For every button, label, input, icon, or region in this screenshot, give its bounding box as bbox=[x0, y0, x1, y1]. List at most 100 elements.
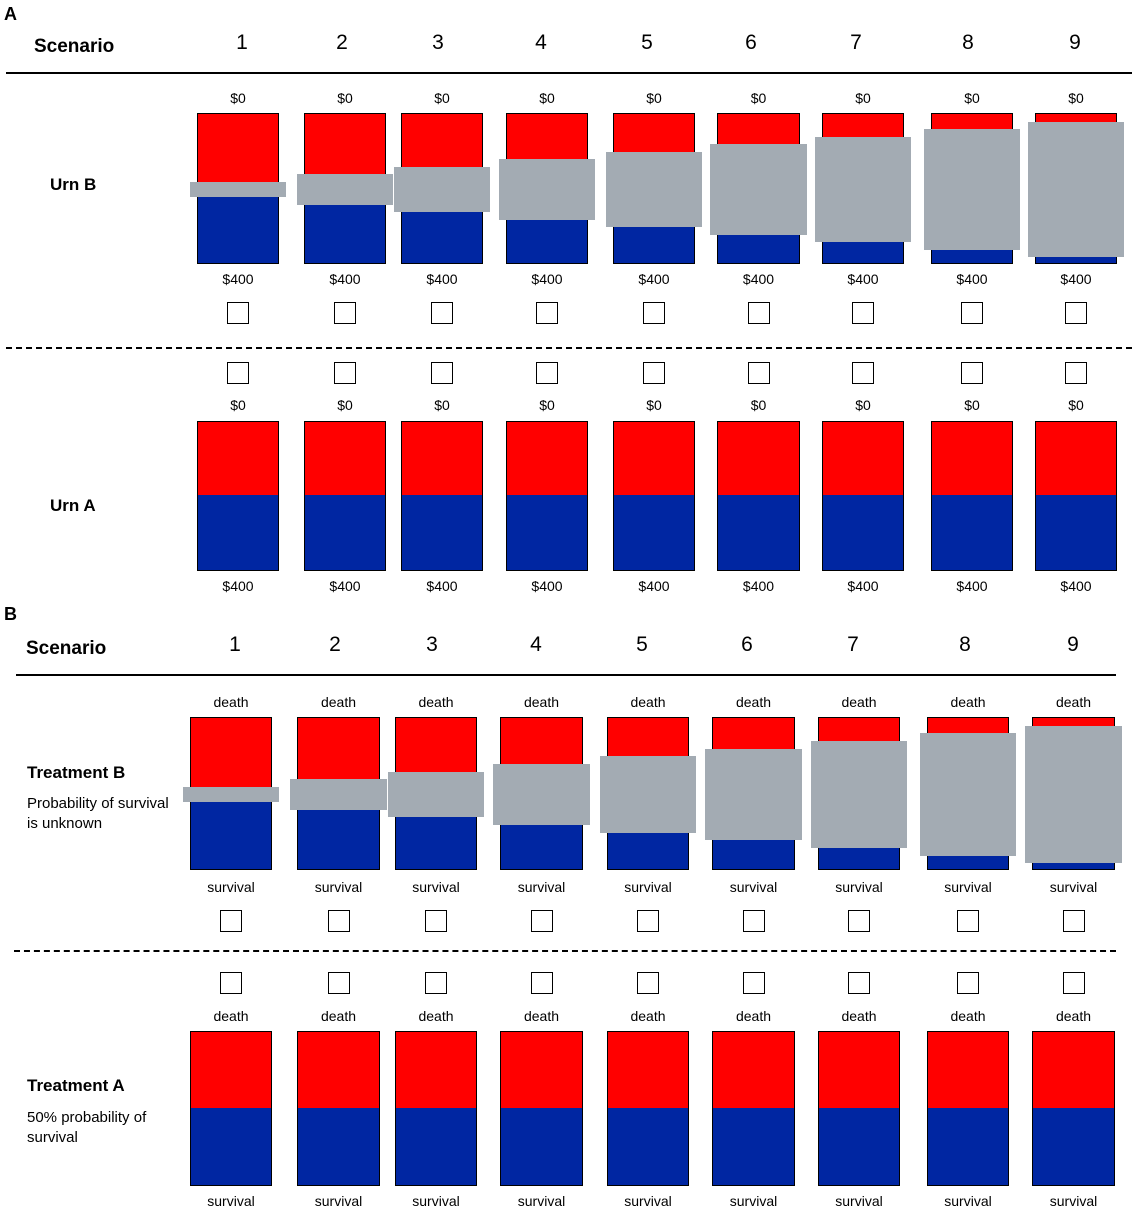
treatment-b-checkbox[interactable] bbox=[530, 910, 553, 932]
treatment-b-red-segment bbox=[928, 718, 1008, 734]
treatment-a-checkbox[interactable] bbox=[327, 972, 350, 994]
scenario-number: 9 bbox=[1069, 31, 1081, 54]
urn-b-top-label: $0 bbox=[855, 90, 871, 106]
urn-a-checkbox[interactable] bbox=[747, 362, 770, 384]
treatment-b-top-label: death bbox=[213, 694, 249, 710]
urn-a-top-label: $0 bbox=[855, 397, 871, 413]
treatment-a-urn bbox=[712, 1031, 795, 1186]
urn-a-red-segment bbox=[198, 422, 278, 497]
treatment-b-unknown-segment bbox=[388, 771, 484, 818]
urn-b-blue-segment bbox=[402, 210, 482, 263]
treatment-b-top-label: death bbox=[418, 694, 454, 710]
urn-b-checkbox[interactable] bbox=[643, 302, 665, 324]
urn-b-blue-segment bbox=[1036, 255, 1116, 263]
urn-b-unknown-segment bbox=[710, 144, 807, 235]
treatment-b-urn bbox=[183, 717, 279, 870]
treatment-a-top-label: death bbox=[841, 1008, 877, 1024]
treatment-b-blue-segment bbox=[928, 853, 1008, 869]
treatment-b-bottom-label: survival bbox=[412, 879, 460, 895]
urn-a-blue-segment bbox=[305, 495, 385, 570]
treatment-a-top-label: death bbox=[418, 1008, 454, 1024]
urn-a-bottom-label: $400 bbox=[742, 578, 775, 594]
treatment-a-urn bbox=[395, 1031, 477, 1186]
scenario-number: 8 bbox=[959, 633, 971, 656]
treatment-b-top-label: death bbox=[1055, 694, 1092, 710]
urn-b-checkbox[interactable] bbox=[536, 302, 558, 324]
scenario-number: 9 bbox=[1067, 633, 1079, 656]
urn-b-top-label: $0 bbox=[750, 90, 767, 106]
urn-b-checkbox[interactable] bbox=[1065, 302, 1087, 324]
urn-a-top-label: $0 bbox=[1068, 397, 1084, 413]
treatment-a-red-segment bbox=[501, 1032, 582, 1110]
urn-a-checkbox[interactable] bbox=[961, 362, 983, 384]
urn-b-urn bbox=[1028, 113, 1124, 264]
urn-b-checkbox[interactable] bbox=[852, 302, 874, 324]
urn-b-bottom-label: $400 bbox=[1060, 271, 1092, 287]
treatment-a-urn bbox=[190, 1031, 272, 1186]
treatment-a-red-segment bbox=[928, 1032, 1008, 1110]
urn-b-blue-segment bbox=[305, 202, 385, 263]
treatment-a-top-label: death bbox=[630, 1008, 666, 1024]
treatment-b-urn bbox=[705, 717, 802, 870]
urn-b-urn bbox=[924, 113, 1020, 264]
treatment-a-checkbox[interactable] bbox=[220, 972, 242, 994]
treatment-a-checkbox[interactable] bbox=[1062, 972, 1085, 994]
urn-b-top-label: $0 bbox=[337, 90, 353, 106]
treatment-b-urn bbox=[388, 717, 484, 870]
urn-a-checkbox[interactable] bbox=[334, 362, 356, 384]
urn-a-checkbox[interactable] bbox=[1065, 362, 1087, 384]
treatment-a-top-label: death bbox=[320, 1008, 357, 1024]
treatment-b-checkbox[interactable] bbox=[220, 910, 242, 932]
scenario-number: 6 bbox=[745, 31, 757, 54]
urn-b-checkbox[interactable] bbox=[747, 302, 770, 324]
treatment-a-checkbox[interactable] bbox=[637, 972, 659, 994]
treatment-a-checkbox[interactable] bbox=[848, 972, 870, 994]
treatment-b-checkbox[interactable] bbox=[327, 910, 350, 932]
urn-b-blue-segment bbox=[614, 225, 694, 263]
treatment-a-red-segment bbox=[608, 1032, 688, 1110]
urn-b-top-label: $0 bbox=[964, 90, 980, 106]
treatment-b-unknown-segment bbox=[1025, 725, 1122, 864]
urn-b-checkbox[interactable] bbox=[227, 302, 249, 324]
urn-b-red-segment bbox=[507, 114, 587, 160]
urn-b-checkbox[interactable] bbox=[334, 302, 356, 324]
urn-a-checkbox[interactable] bbox=[852, 362, 874, 384]
treatment-a-blue-segment bbox=[928, 1107, 1008, 1185]
urn-b-bottom-label: $400 bbox=[531, 271, 563, 287]
treatment-b-checkbox[interactable] bbox=[848, 910, 870, 932]
treatment-b-checkbox[interactable] bbox=[742, 910, 765, 932]
treatment-b-red-segment bbox=[396, 718, 476, 772]
treatment-a-blue-segment bbox=[608, 1107, 688, 1185]
treatment-b-checkbox[interactable] bbox=[1062, 910, 1085, 932]
treatment-b-bottom-label: survival bbox=[314, 879, 363, 895]
urn-a-top-label: $0 bbox=[539, 397, 555, 413]
urn-b-checkbox[interactable] bbox=[961, 302, 983, 324]
urn-a-checkbox[interactable] bbox=[643, 362, 665, 384]
urn-b-checkbox[interactable] bbox=[431, 302, 453, 324]
urn-a-checkbox[interactable] bbox=[536, 362, 558, 384]
urn-a-checkbox[interactable] bbox=[227, 362, 249, 384]
treatment-b-checkbox[interactable] bbox=[425, 910, 447, 932]
treatment-a-checkbox[interactable] bbox=[742, 972, 765, 994]
urn-b-unknown-segment bbox=[606, 151, 702, 228]
urn-b-urn bbox=[190, 113, 286, 264]
treatment-b-checkbox[interactable] bbox=[957, 910, 979, 932]
treatment-a-blue-segment bbox=[396, 1107, 476, 1185]
urn-b-bottom-label: $400 bbox=[222, 271, 254, 287]
treatment-a-bottom-label: survival bbox=[314, 1193, 363, 1209]
treatment-a-top-label: death bbox=[735, 1008, 772, 1024]
treatment-a-checkbox[interactable] bbox=[425, 972, 447, 994]
treatment-b-red-segment bbox=[1033, 718, 1114, 726]
treatment-a-blue-segment bbox=[501, 1107, 582, 1185]
urn-b-unknown-segment bbox=[499, 159, 595, 220]
urn-b-red-segment bbox=[402, 114, 482, 167]
treatment-b-checkbox[interactable] bbox=[637, 910, 659, 932]
treatment-a-checkbox[interactable] bbox=[957, 972, 979, 994]
urn-a-checkbox[interactable] bbox=[431, 362, 453, 384]
treatment-a-checkbox[interactable] bbox=[530, 972, 553, 994]
urn-b-top-label: $0 bbox=[230, 90, 246, 106]
scenario-number: 1 bbox=[229, 633, 241, 656]
treatment-b-blue-segment bbox=[1033, 861, 1114, 869]
treatment-b-top-label: death bbox=[523, 694, 560, 710]
urn-a-red-segment bbox=[402, 422, 482, 497]
